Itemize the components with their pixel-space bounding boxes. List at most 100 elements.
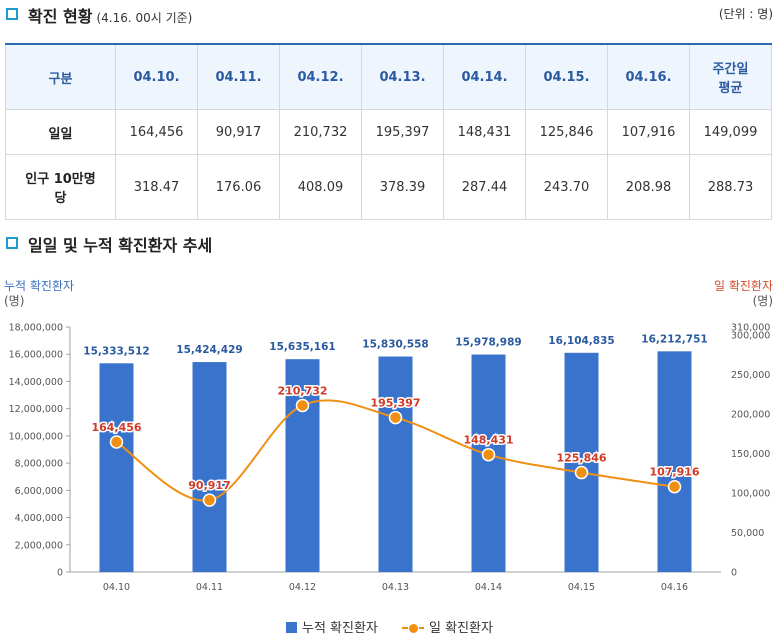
line-data-label: 164,456 bbox=[91, 421, 141, 434]
table-cell: 288.73 bbox=[689, 154, 772, 220]
right-tick-label: 0 bbox=[731, 568, 737, 579]
right-tick-label: 50,000 bbox=[731, 528, 764, 539]
x-tick-label: 04.10 bbox=[103, 582, 130, 593]
table-cell: 125,846 bbox=[525, 109, 608, 155]
right-axis-title: 일 확진환자 (명) bbox=[714, 279, 773, 309]
section-icon bbox=[6, 237, 18, 249]
left-tick-label: 0 bbox=[57, 568, 63, 579]
left-axis-unit: (명) bbox=[4, 294, 25, 308]
legend-item-cumulative[interactable]: 누적 확진환자 bbox=[286, 617, 378, 636]
table-cell: 318.47 bbox=[115, 154, 198, 220]
line-data-label: 90,917 bbox=[188, 479, 230, 492]
table-cell: 408.09 bbox=[279, 154, 362, 220]
table-cell: 164,456 bbox=[115, 109, 198, 155]
table-cell: 149,099 bbox=[689, 109, 772, 155]
left-tick-label: 16,000,000 bbox=[9, 350, 63, 361]
header-cell: 04.15. bbox=[525, 43, 608, 110]
trend-chart: 0 2,000,000 4,000,000 6,000,000 8,000,000 10,… bbox=[9, 323, 771, 594]
line-point-daily bbox=[481, 447, 496, 462]
line-data-label: 148,431 bbox=[463, 434, 513, 447]
table-cell: 90,917 bbox=[197, 109, 280, 155]
table-cell: 148,431 bbox=[443, 109, 526, 155]
table-row: 일일 164,456 90,917 210,732 195,397 148,43… bbox=[5, 109, 772, 155]
bar-data-label: 15,424,429 bbox=[176, 344, 242, 356]
line-point-daily bbox=[574, 465, 589, 480]
header-cell: 04.14. bbox=[443, 43, 526, 110]
left-axis-title-text: 누적 확진환자 bbox=[4, 279, 75, 293]
x-tick-label: 04.16 bbox=[661, 582, 688, 593]
legend-label: 일 확진환자 bbox=[429, 621, 493, 636]
table-cell: 208.98 bbox=[607, 154, 690, 220]
line-data-label: 195,397 bbox=[370, 397, 420, 410]
right-tick-label: 250,000 bbox=[731, 370, 770, 381]
row-label: 일일 bbox=[5, 109, 116, 155]
left-tick-label: 18,000,000 bbox=[9, 323, 63, 334]
table-cell: 243.70 bbox=[525, 154, 608, 220]
right-tick-label: 100,000 bbox=[731, 488, 770, 499]
left-tick-label: 8,000,000 bbox=[15, 459, 63, 470]
right-axis-unit: (명) bbox=[752, 294, 773, 308]
left-tick-label: 14,000,000 bbox=[9, 377, 63, 388]
bar-data-label: 15,333,512 bbox=[83, 345, 149, 357]
table-cell: 210,732 bbox=[279, 109, 362, 155]
line-data-label: 125,846 bbox=[556, 452, 606, 465]
x-tick-label: 04.14 bbox=[475, 582, 502, 593]
table-cell: 176.06 bbox=[197, 154, 280, 220]
bar-cumulative bbox=[657, 351, 692, 572]
unit-label: (단위 : 명) bbox=[718, 7, 773, 21]
right-axis-title-text: 일 확진환자 bbox=[713, 279, 773, 293]
legend-item-daily[interactable]: 일 확진환자 bbox=[402, 617, 493, 636]
right-tick-label: 200,000 bbox=[731, 409, 770, 420]
section-icon bbox=[6, 8, 18, 20]
bar-cumulative bbox=[471, 354, 506, 572]
legend-swatch-bar bbox=[286, 622, 297, 633]
header-cell: 04.11. bbox=[197, 43, 280, 110]
line-data-label: 210,732 bbox=[277, 384, 327, 397]
line-point-daily bbox=[667, 479, 682, 494]
right-tick-label: 150,000 bbox=[731, 449, 770, 460]
row-label: 인구 10만명당 bbox=[5, 154, 116, 220]
stats-table: 구분 04.10. 04.11. 04.12. 04.13. 04.14. 04… bbox=[5, 43, 772, 220]
bar-data-label: 15,830,558 bbox=[362, 339, 428, 351]
table-row: 인구 10만명당 318.47 176.06 408.09 378.39 287… bbox=[5, 154, 772, 220]
x-tick-label: 04.13 bbox=[382, 582, 409, 593]
left-tick-label: 4,000,000 bbox=[15, 513, 63, 524]
bar-cumulative bbox=[285, 359, 320, 572]
line-point-daily bbox=[109, 435, 124, 449]
left-tick-label: 2,000,000 bbox=[15, 540, 63, 551]
line-data-label: 107,916 bbox=[649, 466, 699, 479]
x-tick-label: 04.12 bbox=[289, 582, 316, 593]
bar-cumulative bbox=[564, 352, 599, 572]
x-tick-label: 04.15 bbox=[568, 582, 595, 593]
bar-data-label: 16,104,835 bbox=[548, 335, 614, 347]
header-cell: 04.13. bbox=[361, 43, 444, 110]
header-cell: 주간일평균 bbox=[689, 43, 772, 110]
bar-data-label: 16,212,751 bbox=[641, 333, 707, 345]
legend-swatch-line bbox=[402, 622, 425, 634]
bar-cumulative bbox=[378, 356, 413, 572]
section-title-text: 확진 현황 bbox=[28, 7, 93, 26]
header-cell: 구분 bbox=[5, 43, 116, 110]
legend-label: 누적 확진환자 bbox=[302, 621, 378, 636]
table-cell: 195,397 bbox=[361, 109, 444, 155]
header-cell: 04.10. bbox=[115, 43, 198, 110]
bar-cumulative bbox=[192, 362, 227, 572]
table-cell: 287.44 bbox=[443, 154, 526, 220]
table-cell: 378.39 bbox=[361, 154, 444, 220]
line-point-daily bbox=[388, 410, 403, 425]
left-tick-label: 10,000,000 bbox=[9, 431, 63, 442]
section-subtitle: (4.16. 00시 기준) bbox=[96, 11, 193, 25]
left-tick-label: 6,000,000 bbox=[15, 486, 63, 497]
left-axis-title: 누적 확진환자 (명) bbox=[4, 279, 74, 309]
section-title-trend: 일일 및 누적 확진환자 추세 bbox=[28, 236, 213, 255]
chart-legend: 누적 확진환자 일 확진환자 bbox=[0, 617, 779, 636]
table-header-row: 구분 04.10. 04.11. 04.12. 04.13. 04.14. 04… bbox=[5, 43, 772, 110]
table-cell: 107,916 bbox=[607, 109, 690, 155]
right-tick-label: 310,000 bbox=[731, 323, 770, 334]
line-point-daily bbox=[202, 493, 217, 507]
bar-cumulative bbox=[99, 363, 134, 572]
header-cell: 04.12. bbox=[279, 43, 362, 110]
bar-data-label: 15,978,989 bbox=[455, 337, 521, 349]
right-tick-label: 300,000 bbox=[731, 330, 770, 341]
bar-data-label: 15,635,161 bbox=[269, 341, 335, 353]
